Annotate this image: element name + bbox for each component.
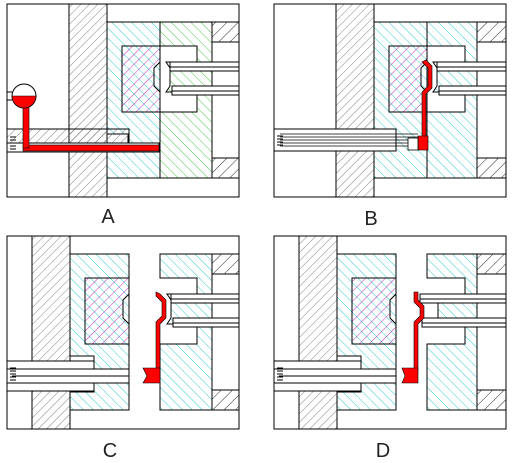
ejector-pins (419, 293, 507, 328)
moving-mold-half (426, 21, 478, 179)
clamp-block-top (211, 253, 240, 275)
panel-b (273, 3, 507, 198)
panel-a (6, 3, 240, 198)
fixed-platen (335, 3, 375, 198)
molded-part (155, 291, 167, 369)
moving-mold-half (159, 253, 213, 411)
mold-core (84, 277, 130, 345)
panel-c (6, 235, 240, 430)
clamp-block-top (476, 253, 507, 275)
mold-core (121, 45, 161, 113)
panel-d (273, 235, 507, 430)
clamp-block-bottom (476, 389, 507, 411)
mold-core (388, 45, 428, 113)
clamp-block-top (211, 21, 240, 43)
ejector-pins (169, 61, 240, 96)
melt-runner (22, 144, 160, 152)
panel-label-d: D (376, 440, 390, 462)
mold-core (351, 277, 397, 345)
clamp-block-bottom (211, 157, 240, 179)
fixed-platen (31, 235, 71, 430)
sprue (142, 367, 161, 384)
clamp-block-bottom (211, 389, 240, 411)
fixed-platen (298, 235, 338, 430)
panel-label-b: B (364, 208, 377, 230)
clamp-block-bottom (476, 157, 507, 179)
ejector-pins (436, 61, 507, 96)
panel-label-c: C (103, 440, 117, 462)
panel-label-a: A (101, 206, 115, 228)
ejector-pins (170, 293, 240, 328)
moving-mold-half (159, 21, 213, 179)
fixed-platen (68, 3, 108, 198)
injection-screw (280, 133, 419, 151)
sprue (401, 367, 419, 384)
clamp-block-top (476, 21, 507, 43)
